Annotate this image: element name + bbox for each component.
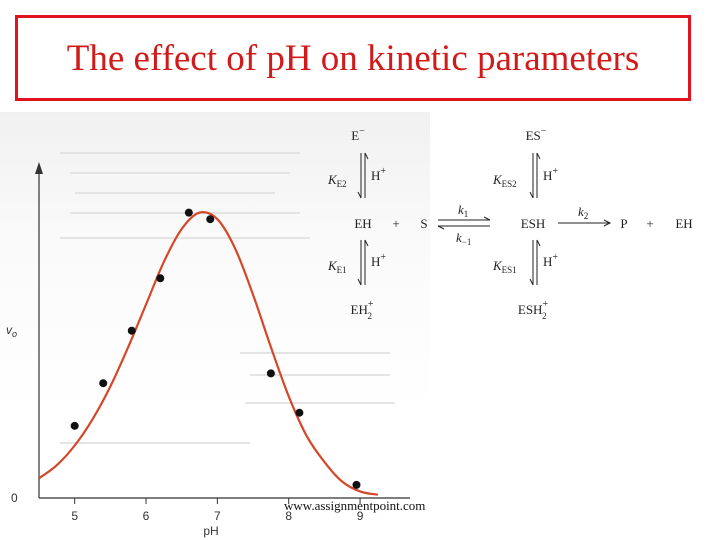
- x-ticks: 5 6 7 8 9: [71, 498, 364, 523]
- scan-artifact: [75, 192, 275, 194]
- data-point: [206, 215, 215, 224]
- catalysis-arrow: [558, 219, 612, 227]
- y-axis-label-sub: o: [12, 329, 17, 339]
- species-p: P: [620, 216, 627, 231]
- rate-k1: k1: [458, 202, 468, 219]
- species-eh: EH: [354, 216, 371, 231]
- data-points: [70, 208, 361, 489]
- proton-ke1: H+: [371, 252, 386, 269]
- proton-kes2: H+: [543, 166, 558, 183]
- data-point: [295, 408, 304, 417]
- data-point: [184, 208, 193, 217]
- equilibrium-arrow-ke2: [357, 152, 369, 199]
- kinetic-scheme: E− ES− KE2 H+ KES2 H+ EH + S k1 k−1 ESH …: [327, 126, 693, 321]
- data-point: [266, 369, 275, 378]
- scan-artifact: [240, 352, 390, 354]
- data-point: [352, 480, 361, 489]
- plus-2: +: [646, 216, 653, 231]
- ph-activity-chart: vo pH 5 6 7 8 9 0: [6, 162, 410, 538]
- binding-arrows: [437, 216, 491, 230]
- x-axis-label: pH: [203, 524, 218, 538]
- species-es-minus: ES−: [526, 126, 547, 143]
- species-esh: ESH: [521, 216, 546, 231]
- scan-artifact: [60, 442, 250, 444]
- data-point: [70, 421, 79, 430]
- species-esh2-plus: ESH+ 2: [518, 299, 549, 321]
- proton-kes1: H+: [543, 252, 558, 269]
- scan-artifact: [245, 402, 395, 404]
- scan-artifact: [60, 152, 300, 154]
- const-kes2: KES2: [492, 172, 517, 189]
- y-ticks: 0: [11, 491, 18, 505]
- species-s: S: [420, 216, 427, 231]
- scan-artifact: [70, 172, 290, 174]
- fitted-curve: [38, 211, 379, 496]
- plus-1: +: [392, 216, 399, 231]
- const-kes1: KES1: [492, 258, 517, 275]
- title-box: The effect of pH on kinetic parameters: [15, 15, 691, 101]
- slide-title: The effect of pH on kinetic parameters: [66, 37, 640, 79]
- y-axis-arrowhead: [35, 162, 43, 174]
- y-axis-label-main: v: [6, 323, 13, 337]
- equilibrium-arrow-kes1: [529, 239, 541, 286]
- const-ke2: KE2: [327, 172, 347, 189]
- x-tick-label: 8: [285, 509, 292, 523]
- y-axis-label: vo: [6, 323, 17, 339]
- species-eh2-plus: EH+ 2: [351, 299, 374, 321]
- watermark: www.assignmentpoint.com: [284, 498, 426, 513]
- scan-artifact: [60, 237, 310, 239]
- x-tick-label: 9: [357, 509, 364, 523]
- proton-ke2: H+: [371, 166, 386, 183]
- y-tick-label: 0: [11, 491, 18, 505]
- x-tick-label: 5: [71, 509, 78, 523]
- scan-background: [0, 112, 430, 540]
- species-eh-product: EH: [675, 216, 692, 231]
- rate-k2: k2: [578, 204, 588, 221]
- chart-axes: vo pH: [6, 162, 410, 538]
- species-e-minus: E−: [351, 126, 365, 143]
- equilibrium-arrow-kes2: [529, 152, 541, 199]
- x-tick-label: 6: [143, 509, 150, 523]
- data-point: [99, 379, 108, 388]
- data-point: [156, 274, 165, 283]
- scan-artifact: [250, 374, 390, 376]
- x-tick-label: 7: [214, 509, 221, 523]
- data-point: [127, 326, 136, 335]
- rate-k-minus1: k−1: [456, 230, 471, 247]
- equilibrium-arrow-ke1: [357, 239, 369, 286]
- const-ke1: KE1: [327, 258, 347, 275]
